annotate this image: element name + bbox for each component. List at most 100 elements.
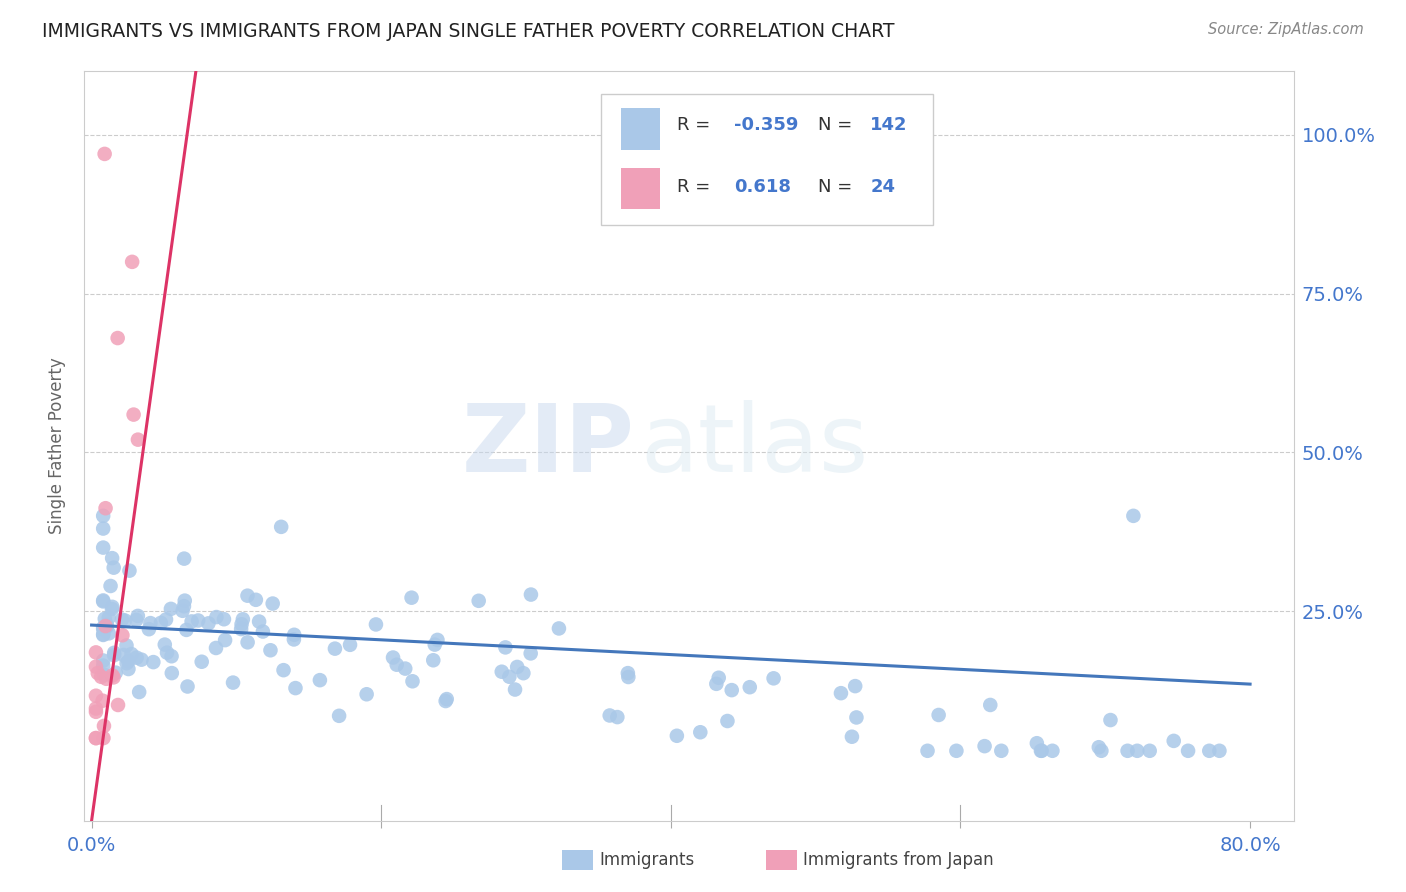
Text: 142: 142 bbox=[870, 116, 908, 134]
Point bbox=[1198, 744, 1220, 758]
Point bbox=[96, 672, 118, 686]
Point bbox=[91, 627, 114, 641]
Point bbox=[91, 694, 114, 708]
Text: atlas: atlas bbox=[641, 400, 869, 492]
FancyBboxPatch shape bbox=[600, 94, 934, 225]
Point bbox=[491, 665, 513, 679]
Point bbox=[131, 653, 153, 667]
Point bbox=[844, 679, 866, 693]
Point bbox=[125, 650, 148, 665]
Point bbox=[283, 632, 305, 647]
Point bbox=[91, 508, 114, 523]
Point bbox=[1177, 744, 1199, 758]
Point bbox=[512, 666, 534, 681]
Point bbox=[115, 639, 138, 653]
Point bbox=[91, 593, 114, 607]
Text: Immigrants: Immigrants bbox=[599, 851, 695, 869]
Point bbox=[197, 616, 219, 631]
Point bbox=[160, 602, 183, 616]
Point bbox=[401, 591, 423, 605]
Point bbox=[309, 673, 332, 688]
Point bbox=[104, 665, 127, 680]
Point bbox=[160, 666, 183, 681]
Point bbox=[190, 655, 212, 669]
Point bbox=[94, 612, 117, 626]
Point bbox=[498, 670, 520, 684]
Point bbox=[127, 433, 149, 447]
Point bbox=[84, 701, 107, 715]
Point bbox=[160, 649, 183, 664]
Point bbox=[503, 682, 526, 697]
Point bbox=[841, 730, 863, 744]
Point bbox=[401, 674, 423, 689]
Point bbox=[738, 680, 761, 694]
Point bbox=[125, 613, 148, 627]
Text: N =: N = bbox=[818, 178, 852, 195]
Bar bbox=[621, 108, 659, 150]
Point bbox=[1163, 734, 1185, 748]
Point bbox=[990, 744, 1012, 758]
Point bbox=[101, 668, 124, 682]
Point bbox=[236, 589, 259, 603]
Point bbox=[155, 612, 177, 626]
Point bbox=[149, 615, 172, 630]
Point bbox=[114, 614, 136, 628]
Point bbox=[394, 662, 416, 676]
Point bbox=[284, 681, 307, 695]
Point bbox=[214, 633, 236, 648]
Point bbox=[187, 614, 209, 628]
Point bbox=[599, 708, 621, 723]
Point bbox=[122, 408, 145, 422]
Point bbox=[222, 675, 245, 690]
Point bbox=[704, 677, 727, 691]
Point bbox=[436, 692, 458, 706]
Point bbox=[262, 597, 284, 611]
Point bbox=[87, 666, 110, 681]
Text: R =: R = bbox=[676, 116, 710, 134]
Point bbox=[212, 612, 235, 626]
Point bbox=[434, 694, 457, 708]
Point bbox=[232, 612, 254, 626]
Point bbox=[94, 619, 117, 633]
Point bbox=[121, 255, 143, 269]
Point bbox=[1139, 744, 1161, 758]
Text: 0.618: 0.618 bbox=[734, 178, 790, 195]
Point bbox=[716, 714, 738, 728]
Point bbox=[103, 670, 125, 684]
Point bbox=[93, 719, 115, 733]
Point bbox=[172, 604, 194, 618]
Point bbox=[127, 608, 149, 623]
Point bbox=[96, 617, 118, 632]
Point bbox=[707, 671, 730, 685]
Point bbox=[231, 622, 253, 636]
Point bbox=[84, 645, 107, 659]
Point bbox=[103, 648, 125, 662]
Point bbox=[494, 640, 516, 655]
Point bbox=[617, 670, 640, 684]
Point bbox=[138, 622, 160, 636]
Point bbox=[385, 657, 408, 672]
Point bbox=[121, 647, 143, 661]
Point bbox=[103, 646, 125, 660]
Point bbox=[91, 658, 114, 673]
Point bbox=[979, 698, 1001, 712]
Point bbox=[467, 594, 489, 608]
Point bbox=[1088, 740, 1111, 755]
Point bbox=[117, 654, 139, 668]
Point bbox=[506, 660, 529, 674]
Point bbox=[973, 739, 995, 753]
Point bbox=[617, 666, 640, 681]
Point bbox=[91, 541, 114, 555]
Point bbox=[93, 731, 115, 745]
Point bbox=[231, 617, 253, 632]
Text: IMMIGRANTS VS IMMIGRANTS FROM JAPAN SINGLE FATHER POVERTY CORRELATION CHART: IMMIGRANTS VS IMMIGRANTS FROM JAPAN SING… bbox=[42, 22, 894, 41]
Point bbox=[84, 705, 107, 719]
Point bbox=[173, 599, 195, 614]
Point bbox=[176, 680, 198, 694]
Point bbox=[153, 638, 176, 652]
Point bbox=[548, 622, 571, 636]
Point bbox=[84, 731, 107, 745]
Point bbox=[273, 663, 295, 677]
Point bbox=[1031, 744, 1053, 758]
Point bbox=[328, 708, 350, 723]
